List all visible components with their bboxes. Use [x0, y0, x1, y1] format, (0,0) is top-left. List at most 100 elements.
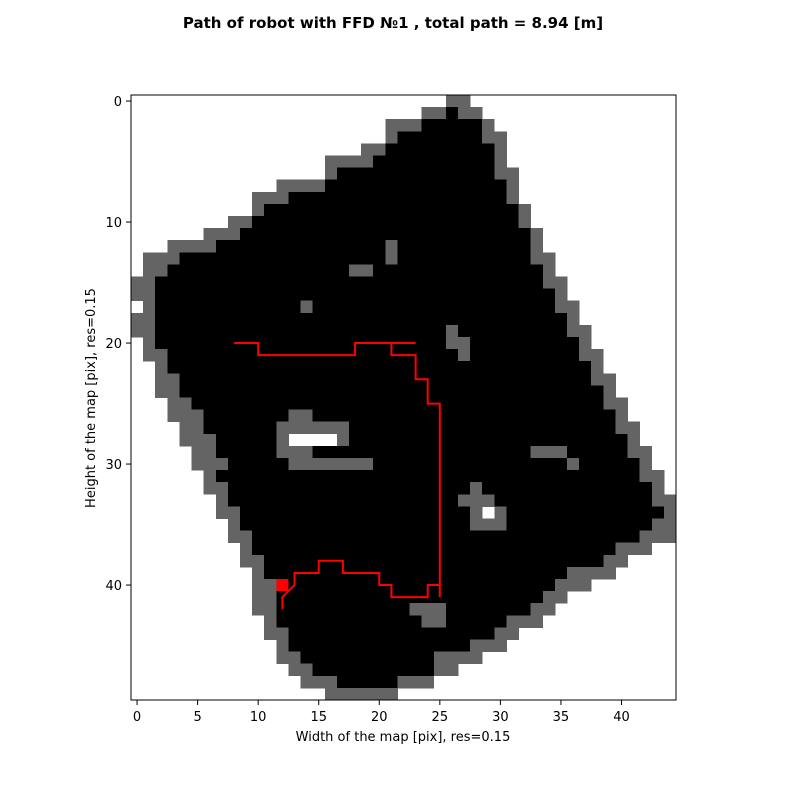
map-cell-boundary — [276, 651, 301, 665]
x-tick-label: 20 — [371, 710, 388, 725]
map-cell-occupied — [215, 433, 277, 447]
map-cell-boundary — [530, 240, 544, 253]
map-cell-boundary — [530, 228, 544, 241]
y-axis-ticks: 0 10 20 30 40 — [105, 95, 131, 594]
map-cell-boundary — [191, 445, 217, 459]
map-cell-boundary — [227, 530, 253, 544]
map-cell-boundary — [494, 167, 519, 181]
map-cell-boundary — [252, 566, 265, 580]
map-cell-occupied — [264, 566, 568, 580]
map-cell-occupied — [276, 615, 423, 628]
map-cell-boundary — [494, 143, 507, 156]
map-cell-occupied — [421, 119, 483, 132]
map-cell-boundary — [215, 506, 241, 519]
map-cell-boundary — [445, 324, 459, 338]
map-cell-occupied — [324, 179, 507, 193]
x-tick-label: 35 — [553, 710, 570, 725]
map-cell-occupied — [579, 458, 641, 471]
map-cell-boundary — [143, 300, 156, 314]
map-cell-occupied — [155, 324, 447, 338]
map-cell-boundary — [579, 349, 604, 362]
map-cell-boundary — [203, 470, 217, 483]
map-cell-boundary — [264, 627, 289, 640]
map-cell-boundary — [288, 663, 314, 677]
map-cell-boundary — [143, 337, 156, 350]
map-cell-occupied — [312, 445, 532, 459]
map-cell-boundary — [482, 131, 507, 144]
map-cell-occupied — [300, 651, 435, 665]
map-cell-boundary — [227, 216, 253, 229]
map-cell-occupied — [288, 191, 507, 205]
map-cell-occupied — [215, 240, 386, 253]
map-cell-boundary — [167, 409, 205, 423]
map-cell-boundary — [167, 397, 192, 410]
map-cell-boundary — [324, 155, 374, 168]
map-cell-occupied — [276, 579, 556, 592]
map-cell-boundary — [663, 506, 677, 519]
map-cell-boundary — [252, 591, 277, 604]
map-cell-occupied — [397, 131, 483, 144]
map-cell-boundary — [470, 518, 507, 531]
map-cell-boundary — [470, 639, 507, 652]
map-cell-boundary — [288, 409, 314, 423]
map-cell-boundary — [615, 542, 653, 556]
map-cell-occupied — [155, 288, 556, 302]
map-cell-boundary — [252, 191, 289, 205]
map-cell-boundary — [470, 506, 483, 519]
map-cell-boundary — [240, 554, 265, 568]
map-cell-occupied — [264, 203, 519, 217]
x-axis-ticks: 0 5 10 15 20 25 30 35 40 — [133, 700, 630, 725]
map-cell-occupied — [179, 385, 604, 398]
map-cell-occupied — [155, 300, 301, 314]
map-cell-boundary — [131, 324, 156, 338]
map-cell-boundary — [433, 663, 459, 677]
map-cell-occupied — [167, 361, 592, 374]
map-cell-boundary — [276, 445, 314, 459]
map-cell-occupied — [336, 675, 398, 689]
map-cell-boundary — [518, 216, 532, 229]
map-cell-boundary — [603, 385, 616, 398]
map-cell-boundary — [409, 603, 447, 616]
map-cell-boundary — [252, 579, 277, 592]
y-tick-label: 0 — [114, 95, 122, 110]
robot-path-line — [233, 342, 441, 610]
map-cell-occupied — [240, 506, 471, 519]
map-cell-boundary — [155, 385, 180, 398]
y-tick-label: 40 — [105, 579, 122, 594]
map-cell-occupied — [155, 276, 544, 289]
map-cell-occupied — [155, 312, 568, 326]
map-cell-boundary — [639, 530, 677, 544]
map-cell-boundary — [458, 349, 471, 362]
map-cell-boundary — [639, 470, 665, 483]
map-cell-boundary — [567, 566, 616, 580]
map-cell-boundary — [591, 373, 616, 386]
map-cell-occupied — [227, 482, 471, 495]
map-cell-occupied — [227, 458, 289, 471]
map-cell-boundary — [300, 675, 338, 689]
map-cell-boundary — [615, 409, 628, 423]
map-cell-boundary — [651, 482, 665, 495]
map-cell-occupied — [215, 470, 641, 483]
map-cell-occupied — [312, 409, 616, 423]
map-cell-boundary — [482, 119, 495, 132]
map-cell-boundary — [276, 179, 326, 193]
map-cell-occupied — [215, 445, 277, 459]
map-cell-boundary — [324, 167, 338, 181]
map-cell-occupied — [252, 542, 616, 556]
map-cell-occupied — [264, 554, 604, 568]
map-cell-occupied — [373, 155, 495, 168]
map-cell-boundary — [397, 675, 435, 689]
y-axis-label: Height of the map [pix], res=0.15 — [84, 288, 99, 508]
map-cell-boundary — [385, 252, 398, 265]
map-cell-boundary — [155, 373, 180, 386]
map-cell-occupied — [240, 228, 532, 241]
map-cell-occupied — [445, 107, 459, 120]
map-cell-boundary — [131, 312, 156, 326]
map-cell-boundary — [240, 542, 253, 556]
map-cell-boundary — [627, 433, 641, 447]
occupancy-map — [131, 95, 677, 701]
y-tick-label: 10 — [105, 216, 122, 231]
map-cell-boundary — [385, 131, 398, 144]
map-cell-occupied — [312, 300, 556, 314]
